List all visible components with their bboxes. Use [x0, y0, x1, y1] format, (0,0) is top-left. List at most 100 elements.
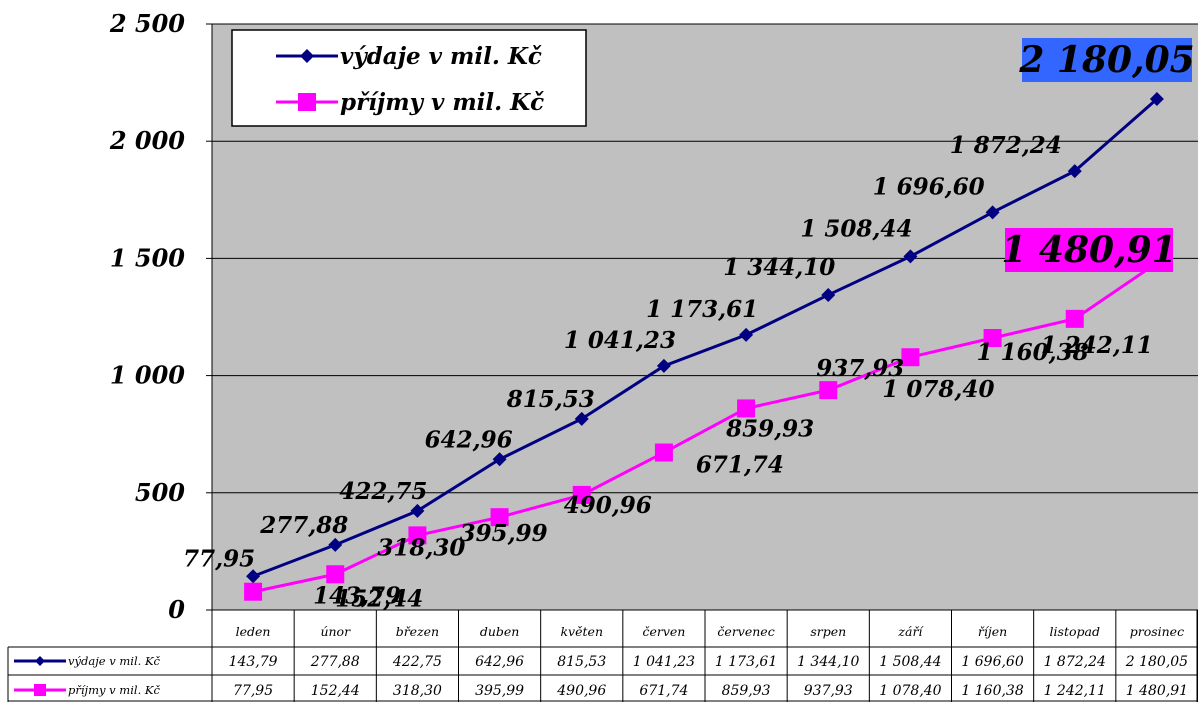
data-point	[408, 526, 427, 545]
row-legend-label: výdaje v mil. Kč	[68, 654, 161, 668]
data-label: 815,53	[506, 386, 595, 413]
data-label: 1 508,44	[800, 215, 912, 242]
data-point	[574, 411, 589, 426]
row-legend-marker	[34, 684, 46, 696]
data-point	[901, 348, 920, 367]
table-cell: 395,99	[475, 683, 524, 699]
y-axis-ticks: 0 500 1 000 1 500 2 000 2 500	[109, 9, 185, 624]
table-cell: 1 078,40	[879, 683, 941, 699]
legend: výdaje v mil. Kč příjmy v mil. Kč	[231, 29, 587, 127]
data-label: 859,93	[725, 415, 814, 442]
data-point	[572, 485, 591, 504]
table-cell: 1 480,91	[1126, 683, 1188, 699]
category-label: listopad	[1050, 624, 1100, 639]
table-cell: 1 872,24	[1044, 654, 1106, 670]
data-label: 395,99	[460, 520, 548, 547]
table-cell: 815,53	[557, 654, 606, 670]
data-point	[903, 249, 918, 264]
row-legend-marker	[35, 656, 45, 666]
data-label: 1 078,40	[882, 376, 994, 403]
series-markers	[244, 91, 1166, 601]
table-cell: 77,95	[233, 683, 273, 699]
table-cell: 152,44	[311, 683, 360, 699]
data-point	[244, 582, 263, 601]
table-cell: 1 696,60	[961, 654, 1023, 670]
legend-label: příjmy v mil. Kč	[340, 89, 544, 116]
data-label: 1 344,10	[723, 254, 835, 281]
data-point	[328, 537, 343, 552]
y-tick-label: 500	[135, 478, 185, 507]
data-label: 422,75	[339, 478, 427, 505]
data-point	[654, 443, 673, 462]
data-point	[656, 358, 671, 373]
row-legend-label: příjmy v mil. Kč	[68, 683, 160, 697]
category-label: květen	[560, 624, 603, 639]
table-cell: 671,74	[639, 683, 688, 699]
data-label: 143,79	[313, 583, 401, 610]
data-point	[821, 287, 836, 302]
table-cell: 277,88	[310, 654, 360, 670]
data-point	[985, 205, 1000, 220]
series-line	[252, 261, 1158, 594]
category-label: srpen	[810, 624, 846, 639]
data-label: 1 173,61	[646, 296, 758, 323]
category-label: září	[897, 624, 924, 639]
data-label: 77,95	[183, 545, 255, 572]
category-label: duben	[480, 624, 520, 639]
data-label: 152,44	[335, 585, 423, 612]
data-point	[737, 399, 756, 418]
category-label: prosinec	[1130, 624, 1184, 639]
legend-marker	[300, 49, 314, 63]
legend-marker	[298, 93, 316, 111]
data-label: 642,96	[425, 426, 513, 453]
data-label: 1 242,11	[1041, 332, 1153, 359]
data-label: 490,96	[564, 492, 652, 519]
data-point	[326, 565, 345, 584]
table-cell: 1 508,44	[879, 654, 941, 670]
table-cell: 1 173,61	[715, 654, 777, 670]
y-tick-label: 0	[168, 595, 185, 624]
category-label: červen	[642, 624, 685, 639]
y-tick-label: 2 500	[109, 9, 185, 38]
data-label: 1 041,23	[564, 327, 676, 354]
data-point	[1065, 309, 1084, 328]
data-point	[490, 508, 509, 527]
highlight-label-box	[1022, 38, 1192, 82]
highlight-label-box	[1005, 228, 1173, 272]
table-cell: 318,30	[393, 683, 442, 699]
y-tick-label: 1 500	[110, 243, 185, 272]
legend-label: výdaje v mil. Kč	[340, 43, 542, 70]
y-tick-label: 1 000	[110, 361, 185, 390]
category-label: říjen	[978, 624, 1007, 639]
table-cell: 1 344,10	[797, 654, 859, 670]
series-line	[252, 97, 1158, 578]
category-label: leden	[236, 624, 271, 639]
table-cell: 422,75	[392, 654, 442, 670]
table-cell: 1 041,23	[633, 654, 695, 670]
data-table: leden únor březen duben květen červen červenec…	[7, 609, 1198, 702]
data-point	[1149, 91, 1164, 106]
data-label: 318,30	[377, 534, 465, 561]
data-point	[246, 569, 261, 584]
data-point	[819, 381, 838, 400]
category-label: červenec	[717, 624, 774, 639]
table-cell: 490,96	[556, 683, 606, 699]
category-label: březen	[396, 624, 439, 639]
data-point	[492, 452, 507, 467]
data-point	[1067, 164, 1082, 179]
legend-box	[231, 29, 587, 127]
data-label: 1 160,38	[977, 339, 1089, 366]
data-label: 277,88	[259, 512, 348, 539]
table-cell: 859,93	[722, 683, 771, 699]
table-cell: 1 160,38	[961, 683, 1023, 699]
category-label: únor	[320, 624, 351, 639]
highlight-data-label: 1 480,91	[1001, 229, 1176, 271]
data-point	[983, 329, 1002, 348]
table-cell: 937,93	[804, 683, 853, 699]
table-cell: 642,96	[475, 654, 524, 670]
y-tick-label: 2 000	[109, 126, 185, 155]
highlight-data-label: 2 180,05	[1018, 39, 1194, 81]
data-label: 1 696,60	[873, 173, 985, 200]
data-point	[739, 327, 754, 342]
